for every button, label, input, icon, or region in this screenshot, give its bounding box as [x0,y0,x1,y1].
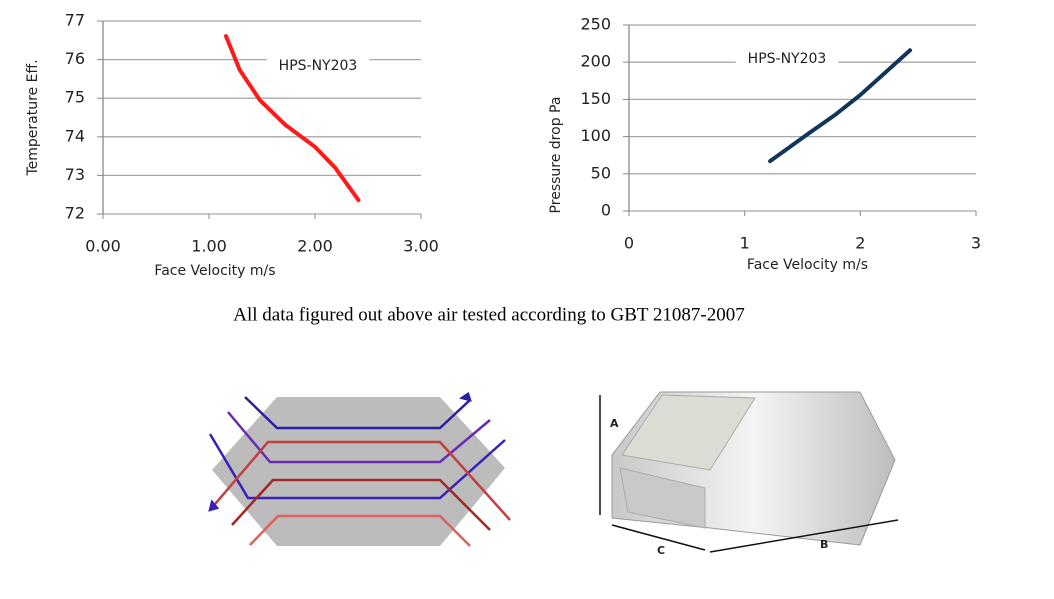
x-tick-label: 1.00 [191,237,227,256]
x-axis-label: Face Velocity m/s [154,263,275,279]
dimension-label: A [610,417,619,430]
y-axis-label: Temperature Eff. [25,59,41,176]
caption: All data figured out above air tested ac… [233,304,744,325]
dimension-label: C [657,544,665,557]
y-tick-label: 74 [65,126,85,145]
legend-label: HPS-NY203 [279,58,358,74]
flow-diagram [208,392,511,547]
y-tick-label: 77 [65,11,85,30]
y-tick-label: 72 [65,204,85,223]
x-tick-label: 3 [971,234,981,253]
data-line [768,48,913,164]
y-tick-label: 0 [601,201,611,220]
legend-background [266,56,370,76]
y-tick-label: 150 [580,89,611,108]
dimension-label: B [820,538,828,551]
legend-background [735,49,839,69]
y-tick-label: 75 [65,88,85,107]
x-tick-label: 3.00 [403,237,439,256]
y-tick-label: 50 [591,163,611,182]
y-tick-label: 250 [580,15,611,34]
x-tick-label: 1 [740,234,750,253]
x-tick-label: 2 [855,234,865,253]
y-tick-label: 100 [580,126,611,145]
y-tick-label: 76 [65,49,85,68]
y-axis-label: Pressure drop Pa [548,97,564,214]
box-diagram: A B C [599,391,899,557]
data-line [223,34,361,203]
y-tick-label: 73 [65,165,85,184]
x-tick-label: 0.00 [85,237,121,256]
legend-label: HPS-NY203 [748,51,827,67]
x-axis-label: Face Velocity m/s [747,257,868,273]
x-tick-label: 0 [624,234,634,253]
y-tick-label: 200 [580,52,611,71]
x-tick-label: 2.00 [297,237,333,256]
